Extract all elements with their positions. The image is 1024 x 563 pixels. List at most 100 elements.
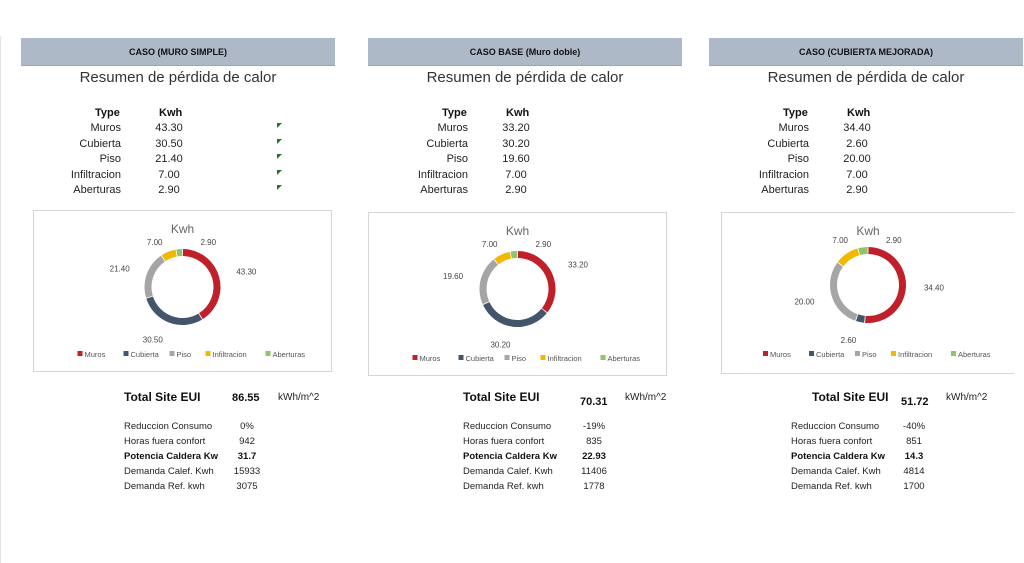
row-label: Infiltracion (417, 168, 468, 181)
row-label: Aberturas (761, 184, 809, 196)
eui-unit: kWh/m^2 (625, 392, 667, 403)
col-header-kwh: Kwh (159, 107, 183, 119)
metric-label: Demanda Ref. kwh (463, 481, 544, 492)
legend-swatch (205, 351, 211, 356)
legend-label: Infiltracion (548, 354, 582, 363)
legend-label: Aberturas (608, 354, 641, 363)
data-label: 2.90 (886, 236, 902, 245)
metric-label: Demanda Calef. Kwh (124, 466, 214, 477)
legend-label: Cubierta (466, 354, 495, 363)
donut-chart: Kwh 33.20 30.20 19.60 7.00 2.90 Muros Cubierta P… (412, 224, 641, 363)
metric-value: 0% (240, 421, 254, 432)
legend-label: Aberturas (273, 350, 306, 359)
chart-title: Kwh (856, 224, 879, 238)
legend-swatch (123, 351, 129, 356)
legend-swatch (504, 355, 510, 360)
metric-value: 15933 (233, 466, 261, 477)
metric-label: Potencia Caldera Kw (463, 451, 557, 462)
donut-chart: Kwh 43.30 30.50 21.40 7.00 2.90 Muros Cubierta P… (77, 222, 306, 359)
row-value: 33.20 (502, 122, 530, 134)
data-label: 2.90 (536, 240, 552, 249)
data-label: 19.60 (443, 272, 464, 281)
data-label: 21.40 (110, 264, 131, 273)
row-label: Infiltracion (758, 168, 809, 181)
case-header-title: CASO (MURO SIMPLE) (129, 46, 227, 57)
legend-swatch (412, 355, 418, 360)
data-label: 2.90 (201, 238, 217, 247)
legend-label: Infiltracion (213, 350, 247, 359)
metric-value: 851 (906, 436, 922, 447)
metric-value: -19% (582, 421, 606, 432)
data-label: 7.00 (482, 240, 498, 249)
donut-slice-infiltracion (161, 249, 177, 262)
legend-swatch (891, 351, 896, 356)
metric-value: -40% (902, 421, 926, 432)
row-label: Muros (778, 122, 809, 134)
legend-swatch (77, 351, 83, 356)
row-label: Muros (90, 122, 121, 134)
eui-value: 70.31 (580, 396, 608, 408)
eui-value: 51.72 (901, 396, 929, 408)
data-label: 7.00 (147, 238, 163, 247)
cell-flag-icon (277, 138, 282, 144)
chart-title: Kwh (171, 222, 194, 236)
case-header: CASO BASE (Muro doble) (368, 38, 682, 66)
row-label: Piso (99, 153, 121, 165)
cell-flag-icon (277, 123, 282, 128)
metric-label: Reduccion Consumo (791, 421, 880, 432)
donut-slice-piso (830, 262, 858, 321)
metric-label: Horas fuera confort (124, 436, 206, 447)
row-label: Aberturas (73, 184, 121, 196)
data-label: 30.20 (490, 341, 511, 350)
legend-label: Infiltracion (898, 350, 932, 359)
eui-unit: kWh/m^2 (278, 392, 320, 403)
row-value: 30.20 (502, 137, 530, 150)
eui-label: Total Site EUI (124, 390, 201, 404)
donut-slice-muros (517, 251, 556, 313)
legend-label: Aberturas (958, 350, 991, 359)
metric-value: 14.3 (904, 451, 924, 462)
data-label: 30.50 (143, 335, 164, 344)
metric-label: Horas fuera confort (791, 436, 873, 447)
legend-swatch (763, 351, 768, 356)
cell-flag-icon (277, 154, 282, 159)
donut-slice-piso (144, 255, 165, 298)
metric-label: Potencia Caldera Kw (124, 451, 218, 462)
metric-value: 22.93 (582, 451, 606, 462)
row-value: 19.60 (502, 153, 530, 165)
metric-value: 4814 (903, 466, 925, 477)
donut-slice-cubierta (855, 314, 865, 323)
legend-label: Cubierta (131, 350, 160, 359)
sheet-gridline (0, 36, 1, 563)
legend-label: Muros (85, 350, 106, 359)
row-label: Aberturas (420, 184, 468, 196)
row-label: Muros (437, 122, 468, 134)
row-value: 7.00 (158, 168, 180, 181)
cell-flag-icon (277, 169, 282, 175)
row-label: Cubierta (79, 137, 121, 150)
panel-cubierta-mejorada: CASO (CUBIERTA MEJORADA) Resumen de pérdi… (709, 38, 1024, 508)
legend-label: Muros (770, 350, 791, 359)
row-value: 20.00 (843, 153, 871, 165)
legend-label: Cubierta (816, 350, 845, 359)
metric-label: Horas fuera confort (463, 436, 545, 447)
legend-swatch (540, 355, 546, 360)
donut-slice-infiltracion (837, 248, 860, 267)
row-value: 2.90 (505, 184, 527, 196)
legend-label: Piso (862, 350, 877, 359)
col-header-kwh: Kwh (847, 107, 871, 119)
metric-value: 3075 (236, 481, 258, 492)
row-label: Piso (446, 153, 468, 165)
data-label: 33.20 (568, 261, 589, 270)
case-header: CASO (CUBIERTA MEJORADA) (709, 38, 1023, 66)
eui-label: Total Site EUI (812, 390, 889, 404)
col-header-type: Type (442, 107, 467, 119)
row-value: 7.00 (846, 168, 868, 181)
metric-value: 1700 (903, 481, 925, 492)
cell-flag-icon (277, 185, 282, 190)
panel-muro-simple: CASO (MURO SIMPLE) Resumen de pérdida de … (21, 38, 336, 508)
donut-chart-box: Kwh 43.30 30.50 21.40 7.00 2.90 Muros Cubierta P… (33, 210, 332, 372)
row-value: 34.40 (843, 122, 871, 134)
row-value: 7.00 (505, 168, 527, 181)
panel-caso-base: CASO BASE (Muro doble) Resumen de pérdida… (368, 38, 683, 508)
